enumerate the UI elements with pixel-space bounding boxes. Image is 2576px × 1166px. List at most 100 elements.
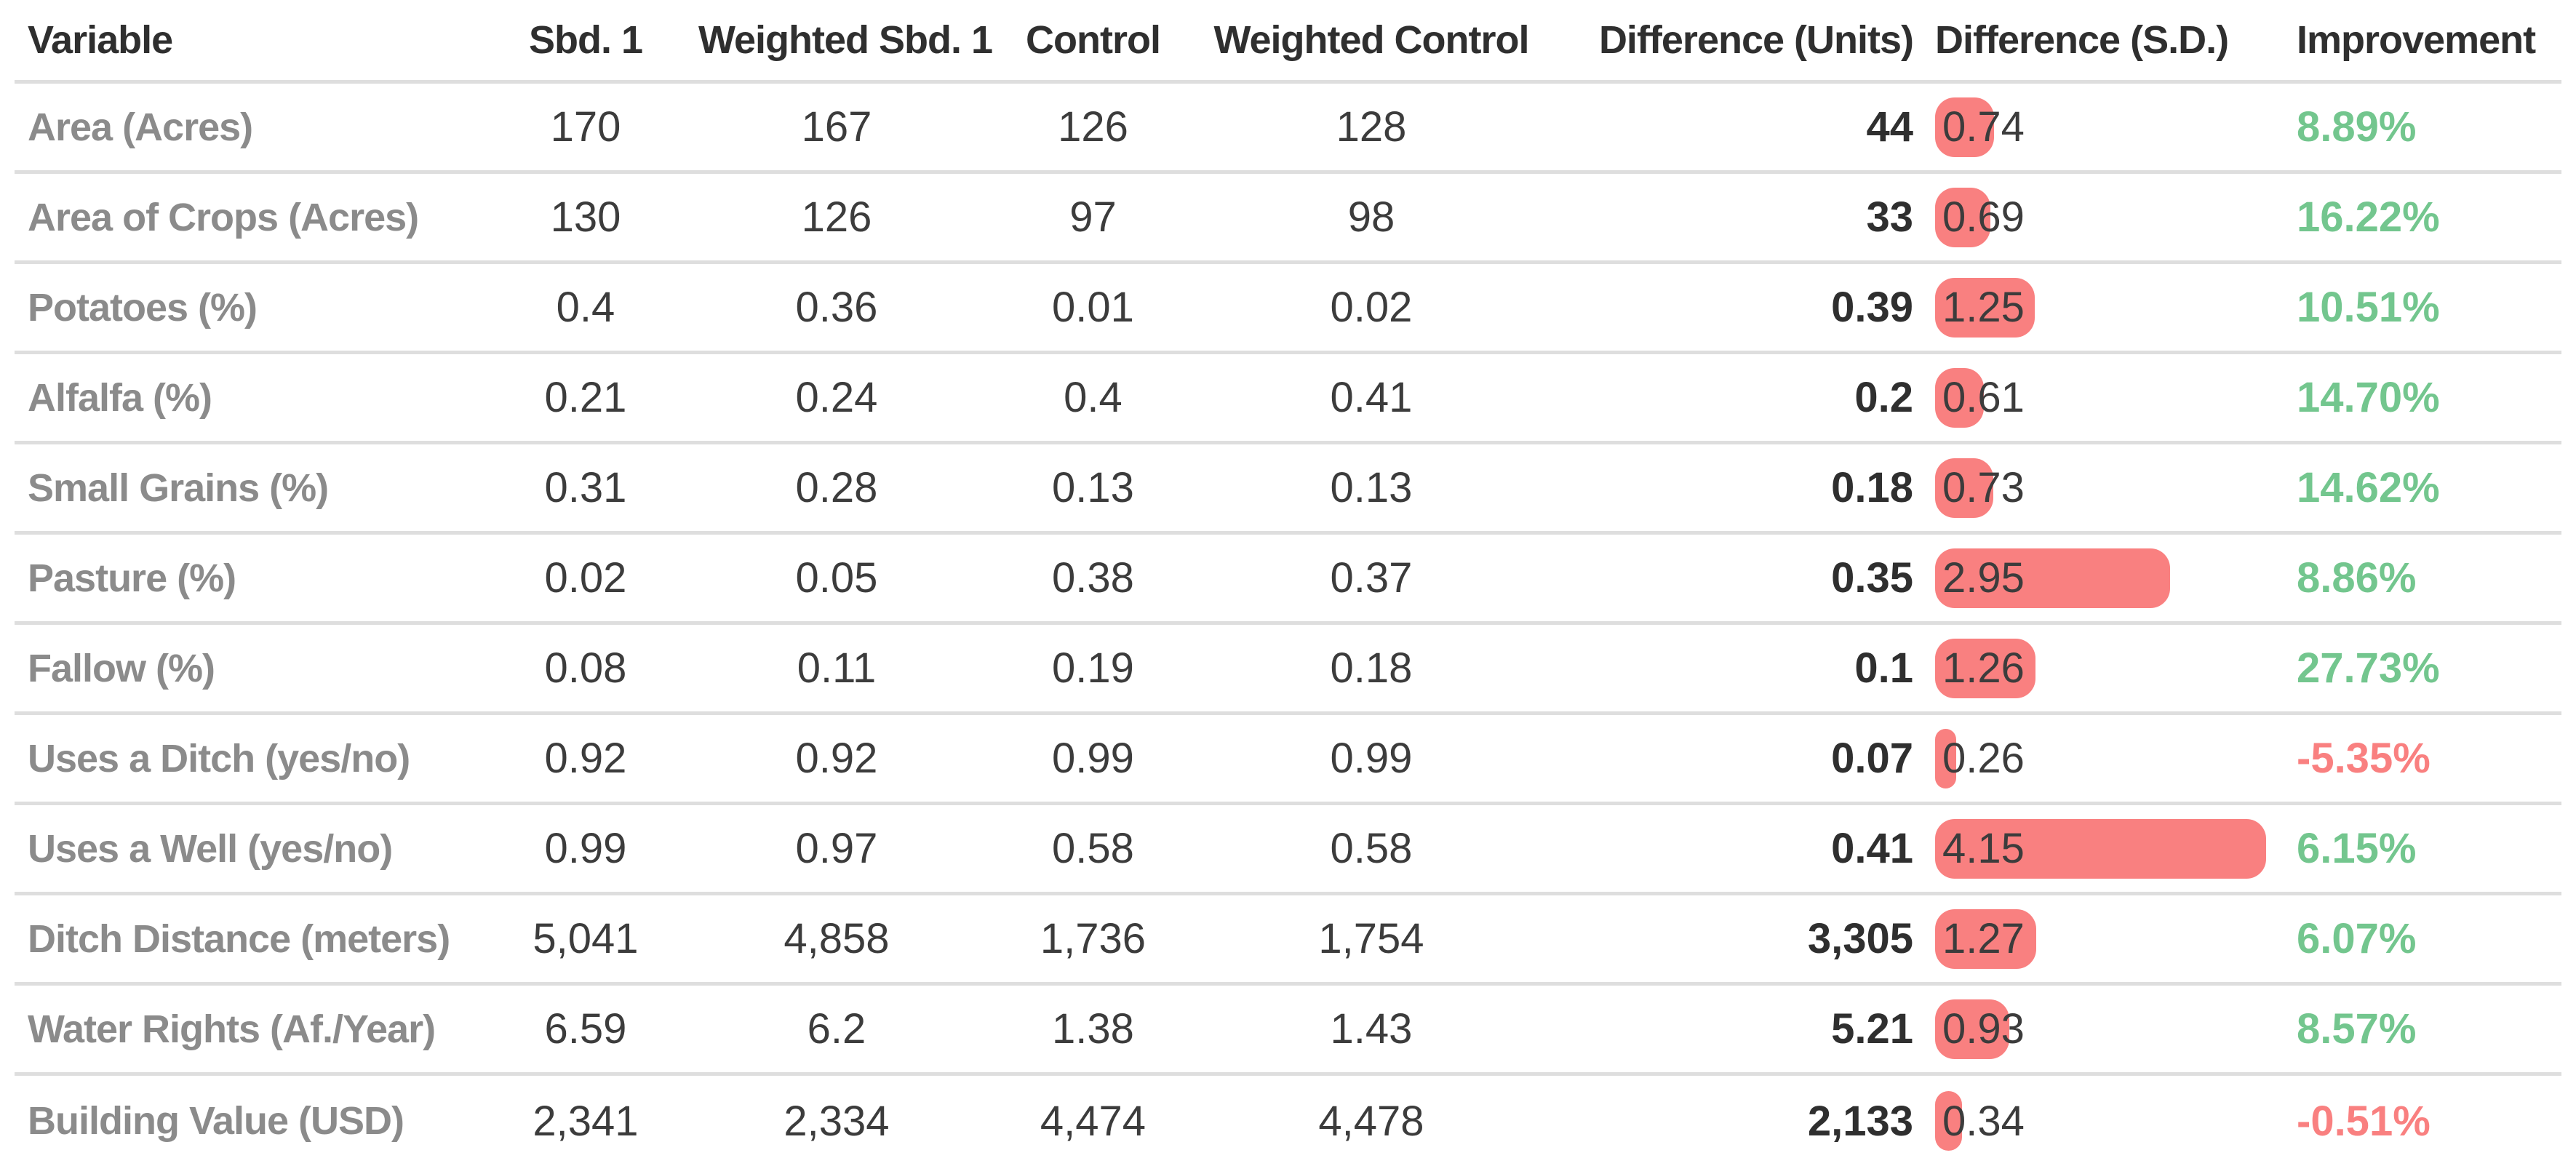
table-body: Area (Acres) 170 167 126 128 44 0.74 8.8…: [15, 84, 2561, 1166]
table-row: Alfalfa (%) 0.21 0.24 0.4 0.41 0.2 0.61 …: [15, 354, 2561, 444]
sd-magnitude-bar: [1935, 909, 2037, 969]
cell-control: 0.58: [1052, 825, 1134, 872]
sd-value: 1.26: [1942, 644, 2025, 692]
cell-sbd1: 130: [550, 193, 621, 241]
cell-difference-units: 2,133: [1807, 1097, 1913, 1145]
cell-difference-sd: 0.74: [1935, 97, 2277, 157]
cell-weighted-sbd1: 0.11: [797, 644, 877, 692]
cell-improvement: 16.22%: [2297, 193, 2440, 241]
sd-value: 0.34: [1942, 1097, 2025, 1145]
cell-difference-units: 0.35: [1831, 554, 1913, 602]
cell-improvement: -5.35%: [2297, 735, 2431, 782]
sd-magnitude-bar: [1935, 277, 2035, 338]
cell-weighted-sbd1: 0.36: [795, 284, 878, 331]
cell-weighted-control: 0.02: [1330, 284, 1413, 331]
cell-difference-sd: 4.15: [1935, 818, 2277, 879]
cell-sbd1: 0.02: [544, 554, 627, 602]
cell-weighted-control: 98: [1347, 193, 1395, 241]
table-row: Pasture (%) 0.02 0.05 0.38 0.37 0.35 2.9…: [15, 535, 2561, 625]
cell-variable: Alfalfa (%): [28, 375, 212, 420]
sd-value: 2.95: [1942, 554, 2025, 602]
cell-weighted-control: 4,478: [1318, 1097, 1424, 1145]
cell-variable: Building Value (USD): [28, 1099, 404, 1143]
cell-difference-sd: 0.26: [1935, 728, 2277, 788]
cell-weighted-sbd1: 2,334: [783, 1097, 890, 1145]
sd-magnitude-bar: [1935, 97, 1995, 157]
sd-value: 1.27: [1942, 915, 2025, 962]
cell-weighted-sbd1: 4,858: [783, 915, 890, 962]
cell-control: 97: [1069, 193, 1117, 241]
cell-variable: Area (Acres): [28, 105, 253, 149]
cell-improvement: 8.57%: [2297, 1005, 2417, 1053]
cell-difference-units: 0.07: [1831, 735, 1913, 782]
cell-difference-sd: 0.69: [1935, 187, 2277, 247]
cell-control: 0.38: [1052, 554, 1134, 602]
cell-weighted-sbd1: 167: [801, 103, 872, 151]
sd-value: 4.15: [1942, 825, 2025, 872]
cell-weighted-control: 0.99: [1330, 735, 1413, 782]
cell-difference-sd: 1.26: [1935, 638, 2277, 698]
cell-variable: Pasture (%): [28, 556, 236, 600]
cell-control: 1.38: [1052, 1005, 1134, 1053]
cell-difference-units: 0.1: [1854, 644, 1913, 692]
cell-difference-sd: 2.95: [1935, 548, 2277, 608]
table-row: Water Rights (Af./Year) 6.59 6.2 1.38 1.…: [15, 986, 2561, 1076]
column-header-variable: Variable: [28, 18, 173, 62]
cell-difference-units: 0.18: [1831, 464, 1913, 511]
cell-difference-units: 44: [1866, 103, 1913, 151]
sd-magnitude-bar: [1935, 728, 1956, 788]
cell-difference-sd: 0.73: [1935, 458, 2277, 518]
sd-value: 0.69: [1942, 193, 2025, 241]
column-header-sbd1: Sbd. 1: [528, 18, 643, 62]
cell-control: 4,474: [1040, 1097, 1147, 1145]
sd-value: 0.26: [1942, 735, 2025, 782]
cell-variable: Ditch Distance (meters): [28, 917, 450, 961]
cell-variable: Water Rights (Af./Year): [28, 1007, 436, 1051]
cell-control: 126: [1058, 103, 1128, 151]
cell-sbd1: 0.21: [544, 374, 627, 421]
cell-control: 0.99: [1052, 735, 1134, 782]
cell-sbd1: 0.08: [544, 644, 627, 692]
sd-value: 0.93: [1942, 1005, 2025, 1053]
column-header-control: Control: [1026, 18, 1161, 62]
cell-variable: Uses a Ditch (yes/no): [28, 736, 410, 780]
cell-control: 0.19: [1052, 644, 1134, 692]
column-header-improvement: Improvement: [2297, 18, 2536, 62]
cell-weighted-control: 0.58: [1330, 825, 1413, 872]
cell-weighted-sbd1: 0.92: [795, 735, 878, 782]
sd-magnitude-bar: [1935, 367, 1984, 428]
cell-difference-sd: 0.34: [1935, 1091, 2277, 1151]
table-row: Fallow (%) 0.08 0.11 0.19 0.18 0.1 1.26 …: [15, 625, 2561, 715]
cell-sbd1: 5,041: [533, 915, 639, 962]
cell-improvement: 6.15%: [2297, 825, 2417, 872]
sd-value: 0.73: [1942, 464, 2025, 511]
cell-variable: Small Grains (%): [28, 466, 329, 510]
sd-magnitude-bar: [1935, 638, 2036, 698]
cell-difference-units: 5.21: [1831, 1005, 1913, 1053]
cell-weighted-control: 0.41: [1330, 374, 1413, 421]
cell-weighted-control: 0.13: [1330, 464, 1413, 511]
cell-control: 0.4: [1064, 374, 1122, 421]
cell-variable: Potatoes (%): [28, 285, 258, 330]
cell-difference-units: 3,305: [1807, 915, 1913, 962]
sd-value: 0.74: [1942, 103, 2025, 151]
cell-sbd1: 0.4: [556, 284, 615, 331]
cell-difference-units: 0.41: [1831, 825, 1913, 872]
cell-sbd1: 2,341: [533, 1097, 639, 1145]
cell-control: 0.13: [1052, 464, 1134, 511]
column-header-weighted-control: Weighted Control: [1213, 18, 1530, 62]
cell-sbd1: 0.92: [544, 735, 627, 782]
table-header-row: Variable Sbd. 1 Weighted Sbd. 1 Control …: [15, 0, 2561, 84]
cell-weighted-control: 0.37: [1330, 554, 1413, 602]
cell-improvement: 8.86%: [2297, 554, 2417, 602]
cell-sbd1: 170: [550, 103, 621, 151]
table-row: Uses a Well (yes/no) 0.99 0.97 0.58 0.58…: [15, 805, 2561, 895]
cell-weighted-sbd1: 0.28: [795, 464, 878, 511]
table-row: Potatoes (%) 0.4 0.36 0.01 0.02 0.39 1.2…: [15, 264, 2561, 354]
sd-value: 1.25: [1942, 284, 2025, 331]
cell-difference-sd: 0.61: [1935, 367, 2277, 428]
cell-control: 1,736: [1040, 915, 1147, 962]
table-row: Area of Crops (Acres) 130 126 97 98 33 0…: [15, 174, 2561, 264]
sd-magnitude-bar: [1935, 187, 1990, 247]
